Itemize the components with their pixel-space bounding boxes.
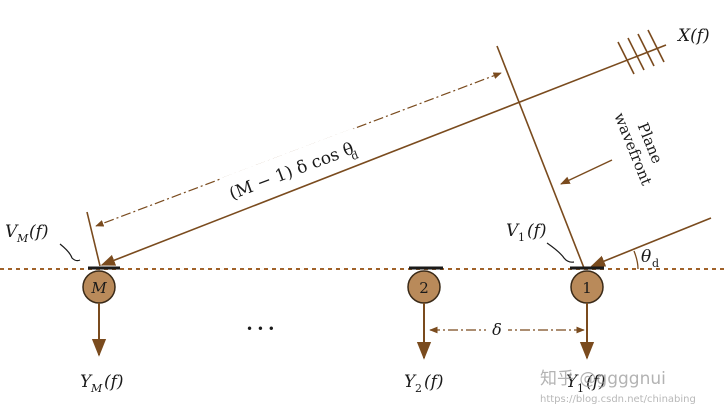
sensor-2-output-label: Y 2 (f) [404,372,444,395]
sensor-1-output-label: Y 1 (f) [566,372,606,395]
sensor-m-input-label: V M (f) [5,222,49,245]
svg-text:Y: Y [80,372,93,392]
wavefront-pointer-arrow [560,159,613,185]
svg-text:M: M [90,382,103,395]
svg-text:M: M [16,232,29,245]
spacing-label: δ [492,320,502,339]
svg-text:d: d [349,148,360,163]
wave-ray-to-sensor-1 [590,217,712,267]
sensor-2: 2 [407,266,443,360]
arrival-angle-arc [633,250,639,270]
svg-text:(f): (f) [424,372,444,392]
svg-text:θ: θ [641,247,651,267]
sensor-m-output-label: Y M (f) [80,372,124,395]
svg-text:1: 1 [518,231,525,244]
signal-label: X(f) [676,26,710,46]
sensor-1-input-label: V 1 (f) [506,221,547,244]
sensor-ellipsis: • • • [246,322,275,336]
plane-wavefront-line [496,45,585,269]
svg-text:2: 2 [415,382,422,395]
sensor-1: 1 [570,266,604,360]
svg-text:Y: Y [404,372,417,392]
svg-text:Y: Y [566,372,579,392]
svg-text:M: M [90,279,107,297]
signal-source-hash-marks [617,29,665,75]
wave-ray-to-sensor-m [100,44,667,266]
svg-text:V: V [5,222,19,242]
svg-text:(f): (f) [29,222,49,242]
svg-text:1: 1 [577,382,584,395]
svg-text:1: 1 [582,279,592,297]
svg-text:(f): (f) [104,372,124,392]
svg-text:(f): (f) [586,372,606,392]
watermark-url: https://blog.csdn.net/chinabing [540,394,696,405]
plane-wavefront-label: Plane wavefront [610,110,666,188]
svg-text:d: d [652,257,659,270]
arrival-angle-label: θ d [641,247,659,270]
watermark-author: 知乎 @ggggnui [540,369,666,389]
svg-text:2: 2 [419,279,429,297]
sensor-1-input-curve [546,242,575,263]
wavefront-reference-line-m [86,211,101,267]
sensor-m-input-curve [59,243,81,262]
sensor-m: M [82,266,120,357]
svg-text:(f): (f) [527,221,547,241]
svg-text:V: V [506,221,520,241]
